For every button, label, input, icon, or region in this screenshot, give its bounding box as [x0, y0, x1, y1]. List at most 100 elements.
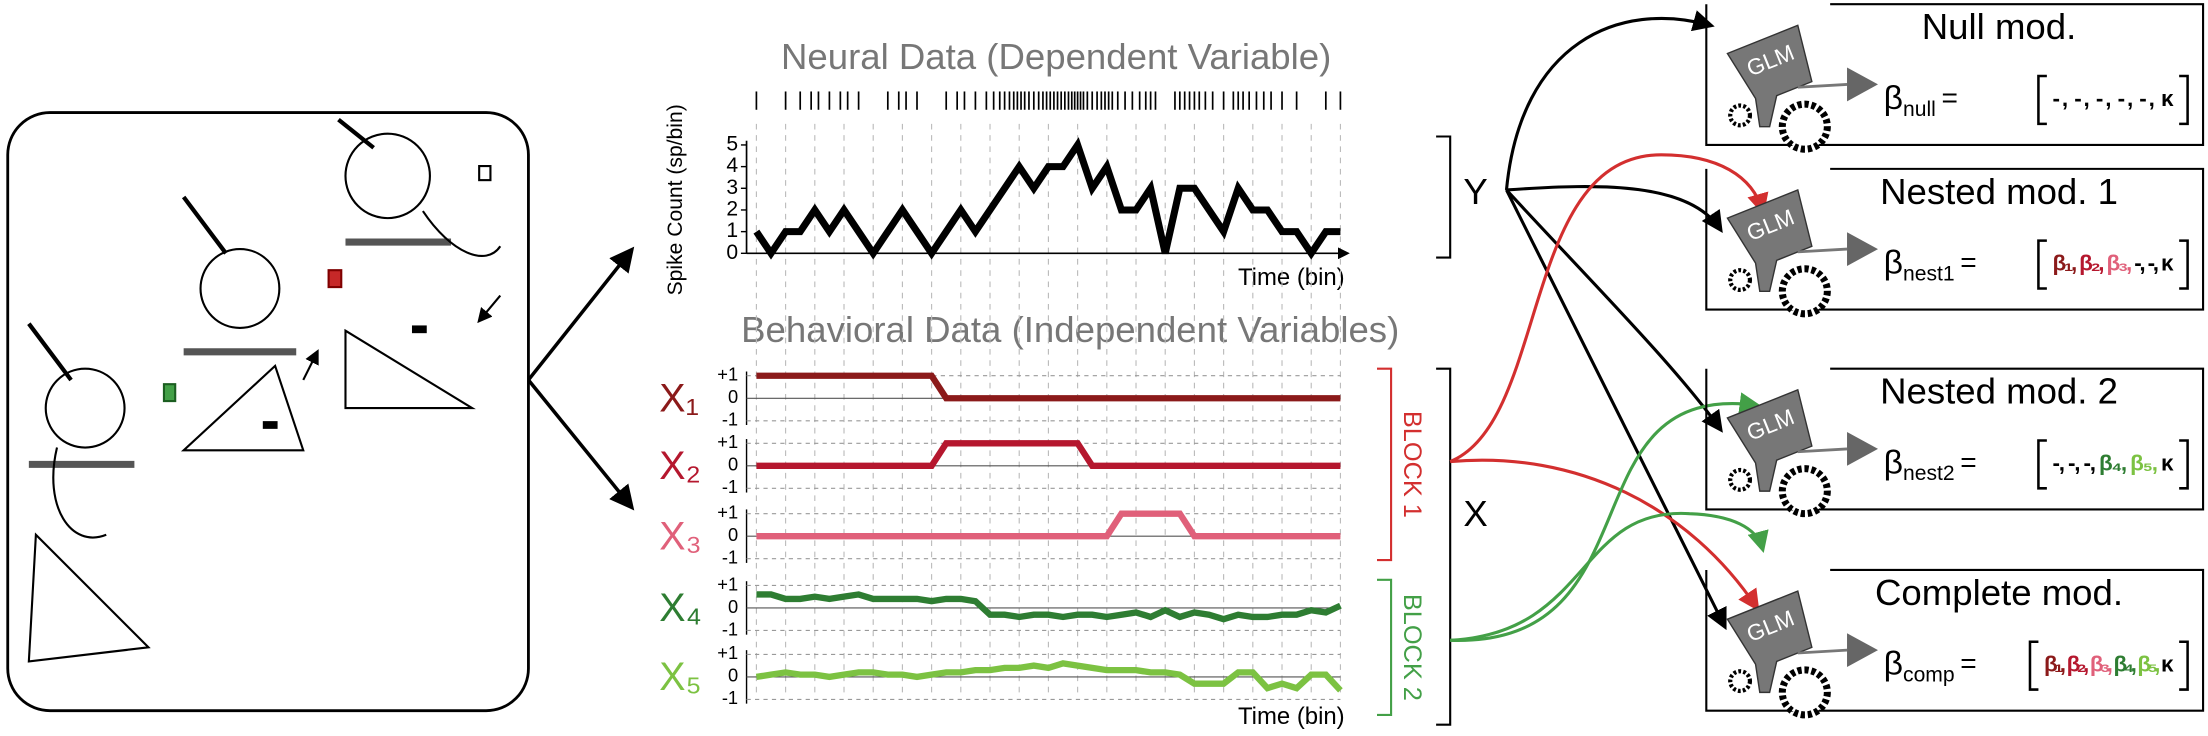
y-tick-label: -1: [722, 476, 738, 497]
block-bracket: [1377, 367, 1393, 562]
trace: [756, 510, 1341, 540]
term: β₄,: [2113, 652, 2136, 677]
y-tick-label: 0: [728, 386, 738, 407]
block-label: BLOCK 1: [1398, 411, 1426, 518]
neural-title: Neural Data (Dependent Variable): [781, 36, 1331, 77]
arrow-head: [1847, 232, 1878, 266]
gear: [1728, 669, 1753, 694]
gear: [1728, 268, 1753, 293]
funnel: [1726, 24, 1813, 128]
shaft: [1797, 648, 1848, 655]
beta-sub: nest2: [1903, 462, 1955, 485]
trace: [756, 591, 1342, 623]
y-tick-label: 2: [726, 198, 738, 221]
trace: [755, 660, 1343, 693]
glm-icon: GLM: [1726, 590, 1878, 719]
model-title: Null mod.: [1922, 6, 2077, 47]
y-tick-label: -1: [722, 687, 738, 708]
term: β₃,: [2106, 251, 2132, 276]
gear: [1728, 103, 1753, 128]
beta-sub: comp: [1903, 663, 1955, 686]
equals: =: [1942, 82, 1958, 113]
glm-icon: GLM: [1726, 189, 1878, 318]
y-tick-label: -1: [722, 618, 738, 639]
y-tick-label: 0: [728, 665, 738, 686]
beta-terms: -, -, -, β₄, β₅, κ: [2052, 450, 2173, 475]
equals: =: [1960, 648, 1976, 679]
equals: =: [1960, 447, 1976, 478]
bracket: [2179, 74, 2189, 126]
term: -,: [2052, 86, 2068, 111]
beta: β: [1884, 443, 1903, 481]
beta-terms: β₁, β₂, β₃, -, -, κ: [2052, 251, 2173, 276]
y-tick-label: 0: [728, 524, 738, 545]
funnel: [1726, 590, 1813, 694]
series-label: X₃: [659, 514, 701, 558]
term: -,: [2118, 86, 2134, 111]
model-box: [1705, 3, 2205, 147]
arrow: [527, 378, 635, 511]
arrow-head: [1847, 67, 1878, 102]
gear: [1728, 467, 1753, 492]
beta-label: βnull =: [1884, 79, 1958, 121]
series-label: X₅: [659, 655, 701, 699]
beta-terms: β₁,β₂,β₃,β₄,β₅,κ: [2044, 652, 2174, 677]
arrow-head: [1847, 633, 1878, 668]
equals: =: [1960, 247, 1976, 278]
y-tick-label: -1: [722, 409, 738, 430]
bracket: [2179, 439, 2189, 490]
glm-icon: GLM: [1726, 24, 1878, 153]
connections: [1449, 10, 1769, 642]
model-box: [1705, 167, 2205, 311]
bracket: [1436, 135, 1452, 259]
beta-label: βcomp =: [1884, 645, 1977, 687]
gear: [1778, 265, 1831, 318]
x-axis-label: Time (bin): [1238, 703, 1345, 730]
behavior-title: Behavioral Data (Independent Variables): [741, 309, 1399, 350]
glm-icon: GLM: [1726, 388, 1878, 518]
funnel: [1726, 388, 1813, 492]
bracket: [2037, 439, 2047, 490]
arrow: [527, 246, 635, 382]
term: κ: [2161, 450, 2174, 475]
term: β₃,: [2090, 652, 2113, 677]
gear: [1778, 100, 1831, 153]
y-tick-label: -1: [722, 547, 738, 568]
shaft: [1797, 447, 1848, 454]
term: -,: [2148, 251, 2159, 276]
experiment-panel: [6, 111, 530, 713]
series-label: X₁: [659, 376, 699, 420]
x-label: X: [1463, 493, 1487, 534]
block-label: BLOCK 2: [1398, 594, 1426, 701]
y-tick-label: +1: [717, 501, 738, 522]
y-tick-label: 1: [726, 219, 738, 242]
term: β₂,: [2067, 652, 2090, 677]
beta-label: βnest1 =: [1884, 243, 1977, 285]
arrow-head: [1847, 432, 1878, 466]
series-label: X₄: [659, 586, 701, 630]
term: β₄,: [2099, 450, 2127, 475]
bracket: [2037, 74, 2047, 126]
beta-sub: null: [1903, 97, 1936, 120]
model-box: [1705, 568, 2205, 712]
model-title: Nested mod. 2: [1880, 371, 2118, 412]
term: κ: [2161, 652, 2174, 677]
y-label: Y: [1463, 171, 1487, 212]
model-box: [1705, 367, 2205, 511]
term: -,: [2068, 450, 2081, 475]
gear: [1778, 465, 1831, 518]
block-bracket: [1377, 578, 1393, 716]
term: β₁,: [2052, 251, 2077, 276]
beta: β: [1884, 79, 1903, 117]
term: -,: [2134, 251, 2145, 276]
term: -,: [2139, 86, 2155, 111]
x-axis-label: Time (bin): [1238, 264, 1345, 291]
model-title: Complete mod.: [1875, 572, 2123, 613]
y-tick-label: 0: [728, 596, 738, 617]
trace: [756, 372, 1341, 402]
bracket: [2028, 640, 2039, 691]
bracket: [2179, 640, 2189, 691]
y-tick-label: +1: [717, 364, 738, 385]
y-tick-label: 4: [726, 154, 738, 177]
term: -,: [2083, 450, 2096, 475]
